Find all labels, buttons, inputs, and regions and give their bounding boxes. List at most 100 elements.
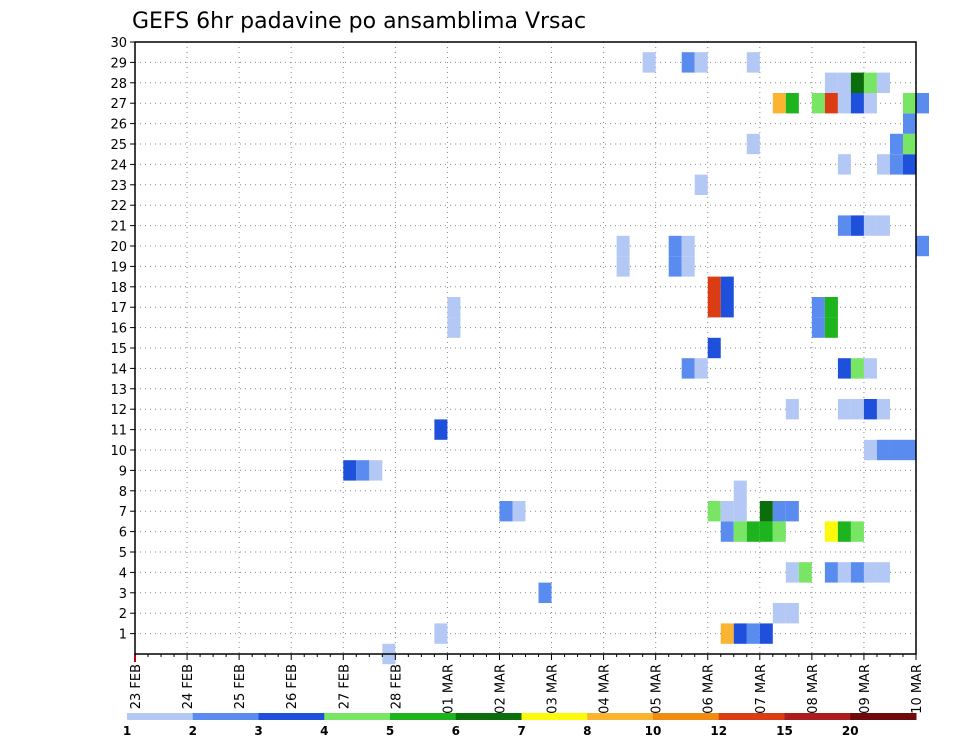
colorbar-label: 15 xyxy=(776,724,793,738)
precip-cell xyxy=(772,93,786,114)
y-tick-label: 20 xyxy=(110,240,127,255)
precip-cell xyxy=(785,93,799,114)
precip-cell xyxy=(447,317,461,338)
x-tick-label: 07 MAR xyxy=(754,664,769,714)
precip-cell xyxy=(824,72,838,93)
colorbar-swatch xyxy=(390,713,457,720)
precip-cell xyxy=(824,297,838,318)
precip-cell xyxy=(616,256,630,277)
precip-cell xyxy=(707,276,721,297)
y-tick-label: 15 xyxy=(110,342,127,357)
precip-cell xyxy=(434,419,448,440)
precip-cell xyxy=(850,358,864,379)
precip-cell xyxy=(733,480,747,501)
precip-cell xyxy=(733,623,747,644)
precip-cell xyxy=(850,562,864,583)
colorbar-swatch xyxy=(127,713,194,720)
y-tick-label: 4 xyxy=(119,566,127,581)
precip-cell xyxy=(694,52,708,73)
precip-cell xyxy=(369,460,383,481)
y-tick-label: 9 xyxy=(119,464,127,479)
precip-cell xyxy=(707,337,721,359)
precip-cell xyxy=(863,72,877,93)
precip-cell xyxy=(668,235,682,257)
precip-cell xyxy=(434,623,448,644)
y-tick-label: 22 xyxy=(110,199,127,214)
precip-cell xyxy=(681,256,695,277)
precip-cell xyxy=(889,154,903,175)
y-tick-label: 24 xyxy=(110,158,127,173)
chart-title: GEFS 6hr padavine po ansamblima Vrsac xyxy=(132,9,586,34)
precip-cell xyxy=(746,623,760,644)
precip-cell xyxy=(863,399,877,420)
precip-cell xyxy=(811,93,825,114)
x-tick-label: 05 MAR xyxy=(650,664,665,714)
x-tick-label: 10 MAR xyxy=(910,664,925,714)
x-tick-label: 02 MAR xyxy=(493,664,508,714)
y-tick-label: 10 xyxy=(110,444,127,459)
precip-cell xyxy=(720,623,734,644)
y-tick-label: 16 xyxy=(110,322,127,337)
colorbar-swatch xyxy=(653,713,720,720)
precip-cell xyxy=(850,72,864,93)
precip-cell xyxy=(863,358,877,379)
precip-cell xyxy=(512,501,526,522)
precip-cell xyxy=(863,562,877,583)
precip-cell xyxy=(824,317,838,338)
precip-cell xyxy=(824,93,838,114)
x-tick-label: 28 FEB xyxy=(389,664,404,709)
x-tick-label: 06 MAR xyxy=(702,664,717,714)
precip-cell xyxy=(824,562,838,583)
precip-cell xyxy=(746,133,760,155)
precip-cell xyxy=(759,623,773,644)
colorbar-label: 1 xyxy=(123,724,131,738)
colorbar-swatch xyxy=(850,713,917,720)
colorbar-swatch xyxy=(718,713,785,720)
precip-cell xyxy=(876,215,890,236)
precip-cell xyxy=(850,399,864,420)
y-tick-label: 23 xyxy=(110,179,127,194)
precip-cell xyxy=(785,501,799,522)
precip-cell xyxy=(837,358,851,379)
precip-cell xyxy=(902,113,916,134)
y-tick-label: 29 xyxy=(110,56,127,71)
y-tick-label: 21 xyxy=(110,220,127,235)
precip-cell xyxy=(824,521,838,542)
precip-cell xyxy=(694,358,708,379)
precip-cell xyxy=(720,521,734,542)
colorbar-swatch xyxy=(521,713,588,720)
y-tick-label: 1 xyxy=(119,628,127,643)
colorbar-label: 5 xyxy=(386,724,394,738)
precip-cell xyxy=(785,603,799,624)
precip-cell xyxy=(694,174,708,195)
precip-cell xyxy=(902,439,916,461)
x-tick-label: 27 FEB xyxy=(337,664,352,709)
x-tick-label: 01 MAR xyxy=(441,664,456,714)
colorbar-swatch xyxy=(324,713,391,720)
y-tick-label: 14 xyxy=(110,362,127,377)
y-tick-label: 13 xyxy=(110,383,127,398)
precip-cell xyxy=(837,72,851,93)
precip-cell xyxy=(720,501,734,522)
y-tick-label: 27 xyxy=(110,97,127,112)
precipitation-cells xyxy=(343,52,930,665)
precip-cell xyxy=(746,52,760,73)
precip-cell xyxy=(772,603,786,624)
y-tick-label: 8 xyxy=(119,485,127,500)
x-tick-label: 26 FEB xyxy=(285,664,300,709)
precip-cell xyxy=(759,501,773,522)
precip-cell xyxy=(681,52,695,73)
precip-cell xyxy=(876,562,890,583)
x-tick-label: 03 MAR xyxy=(546,664,561,714)
colorbar-label: 6 xyxy=(452,724,460,738)
precip-cell xyxy=(681,358,695,379)
precip-cell xyxy=(681,235,695,257)
precip-cell xyxy=(876,439,890,461)
precip-cell xyxy=(863,439,877,461)
precip-cell xyxy=(811,317,825,338)
precip-cell xyxy=(798,562,812,583)
precip-cell xyxy=(837,399,851,420)
precip-cell xyxy=(733,521,747,542)
precip-cell xyxy=(538,582,552,603)
precip-cell xyxy=(916,235,930,257)
